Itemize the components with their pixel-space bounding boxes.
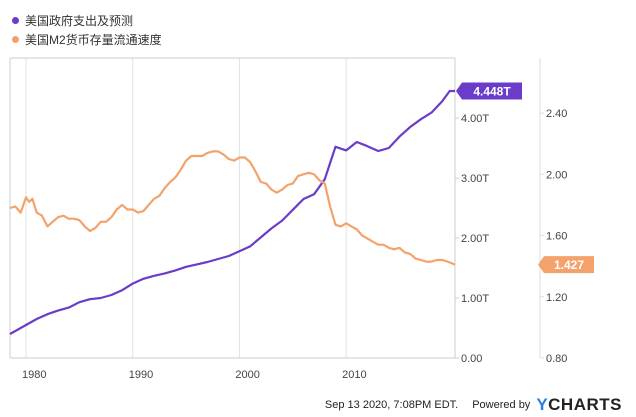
left-tick-label: 0.00 [461, 353, 482, 365]
legend-label-m2-velocity: 美国M2货币存量流通速度 [25, 33, 162, 47]
legend-dot-orange [12, 36, 19, 43]
left-tick-label: 4.00T [461, 113, 489, 125]
left-tick-label: 2.00T [461, 233, 489, 245]
x-tick-label: 2000 [235, 369, 259, 381]
right-tick-label: 1.20 [546, 292, 567, 304]
legend-dot-purple [12, 17, 19, 24]
right-tick-label: 2.40 [546, 108, 567, 120]
legend: 美国政府支出及预测 美国M2货币存量流通速度 [12, 11, 162, 49]
legend-item-spending[interactable]: 美国政府支出及预测 [12, 11, 162, 30]
legend-label-spending: 美国政府支出及预测 [25, 14, 134, 28]
series-group [9, 89, 456, 335]
last-value-badge-spending [456, 82, 522, 100]
last-value-badge-m2-velocity-text: 1.427 [554, 258, 584, 272]
right-y-axis: 0.80 1.20 1.60 2.00 2.40 [540, 108, 567, 365]
series-line-spending [9, 89, 455, 335]
ycharts-logo-rest: CHARTS [548, 394, 622, 414]
x-tick-label: 1980 [22, 369, 46, 381]
x-tick-label: 1990 [129, 369, 153, 381]
left-y-axis: 0.00 1.00T 2.00T 3.00T 4.00T [455, 113, 489, 365]
powered-by-text: Powered by [472, 398, 531, 411]
ycharts-logo-y: Y [536, 394, 549, 414]
left-tick-label: 3.00T [461, 173, 489, 185]
legend-item-m2-velocity[interactable]: 美国M2货币存量流通速度 [12, 30, 162, 49]
plot-border [9, 57, 541, 359]
x-axis: 1980 1990 2000 2010 [22, 369, 367, 381]
ycharts-logo[interactable]: YCHARTS [536, 395, 622, 415]
left-tick-label: 1.00T [461, 293, 489, 305]
grid [25, 58, 347, 358]
timestamp: Sep 13 2020, 7:08PM EDT. [324, 398, 459, 411]
right-tick-label: 2.00 [546, 169, 567, 181]
last-value-badges: 4.448T 1.427 [456, 82, 594, 274]
x-tick-label: 2010 [342, 369, 366, 381]
series-line-m2-velocity [9, 150, 456, 266]
last-value-badge-spending-text: 4.448T [473, 85, 511, 99]
right-tick-label: 1.60 [546, 231, 567, 243]
footer: Sep 13 2020, 7:08PM EDT. Powered by YCHA… [0, 392, 636, 417]
right-tick-label: 0.80 [546, 353, 567, 365]
last-value-badge-m2-velocity [538, 256, 594, 274]
